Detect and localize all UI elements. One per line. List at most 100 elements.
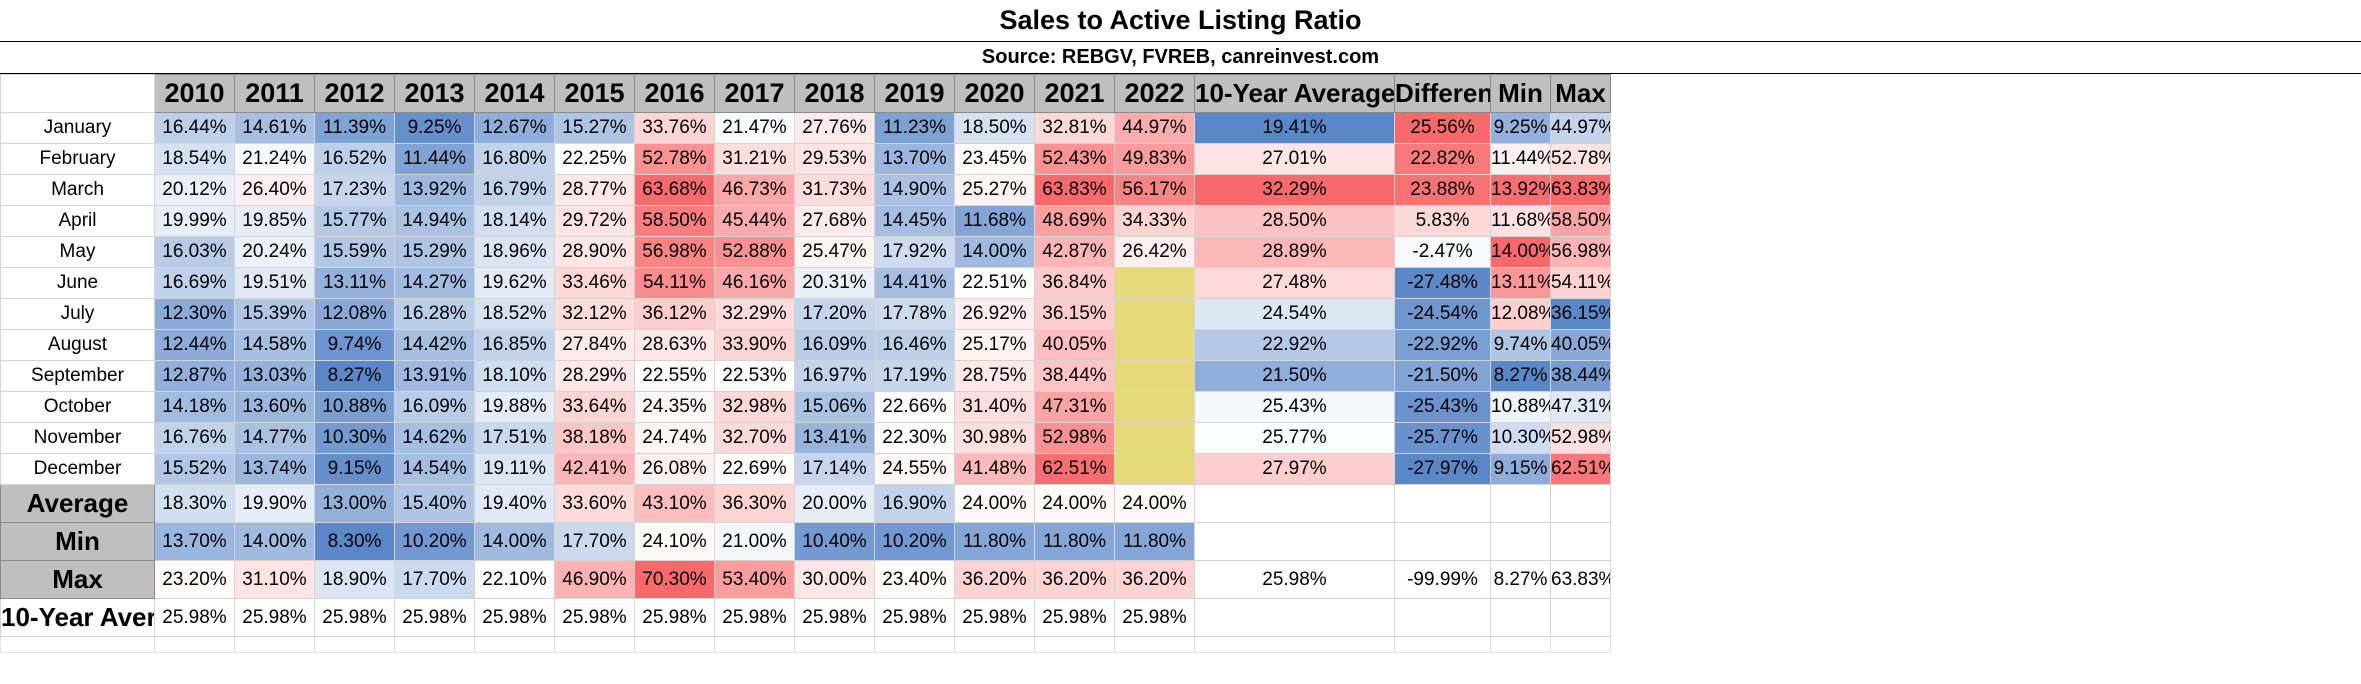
data-cell: 27.84% xyxy=(554,329,635,361)
data-cell: 14.41% xyxy=(874,267,955,299)
data-cell: 31.40% xyxy=(954,391,1035,423)
summary-cell xyxy=(1490,484,1551,523)
summary-cell: 25.98% xyxy=(1194,560,1395,599)
data-cell: 21.47% xyxy=(714,112,795,144)
data-cell: 23.45% xyxy=(954,143,1035,175)
data-cell: 9.74% xyxy=(314,329,395,361)
row-label: September xyxy=(0,360,155,392)
summary-cell: 14.00% xyxy=(474,522,555,561)
summary-cell xyxy=(1394,484,1491,523)
summary-cell: 11.80% xyxy=(1034,522,1115,561)
data-cell: 24.74% xyxy=(634,422,715,454)
data-cell: 21.24% xyxy=(234,143,315,175)
summary-cell: 31.10% xyxy=(234,560,315,599)
data-cell: 9.74% xyxy=(1490,329,1551,361)
summary-cell xyxy=(1194,598,1395,637)
table-row: April 19.99% 19.85% 15.77% 14.94% 18.14% 29.72… xyxy=(0,205,1611,237)
data-cell: 15.29% xyxy=(394,236,475,268)
summary-cell: 11.80% xyxy=(1114,522,1195,561)
data-cell: 16.69% xyxy=(154,267,235,299)
summary-cell: 20.00% xyxy=(794,484,875,523)
row-label: July xyxy=(0,298,155,330)
data-cell: 27.97% xyxy=(1194,453,1395,485)
empty-cell xyxy=(394,636,475,653)
chart-subtitle: Source: REBGV, FVREB, canreinvest.com xyxy=(0,42,2361,74)
data-cell: 14.42% xyxy=(394,329,475,361)
empty-cell xyxy=(314,636,395,653)
table-row: October 14.18% 13.60% 10.88% 16.09% 19.88% 33.… xyxy=(0,391,1611,423)
data-cell: 14.45% xyxy=(874,205,955,237)
empty-cell xyxy=(634,636,715,653)
chart-title: Sales to Active Listing Ratio xyxy=(0,0,2361,42)
column-header: Min xyxy=(1490,74,1551,113)
summary-row: Average 18.30% 19.90% 13.00% 15.40% 19.40% 33.… xyxy=(0,484,1611,523)
data-cell: 31.73% xyxy=(794,174,875,206)
summary-cell: 17.70% xyxy=(394,560,475,599)
data-cell: 32.81% xyxy=(1034,112,1115,144)
data-cell: 16.80% xyxy=(474,143,555,175)
data-cell: 9.15% xyxy=(314,453,395,485)
data-cell: 56.98% xyxy=(634,236,715,268)
summary-cell: 25.98% xyxy=(874,598,955,637)
data-cell: 16.46% xyxy=(874,329,955,361)
data-cell: 19.11% xyxy=(474,453,555,485)
data-cell: 16.97% xyxy=(794,360,875,392)
summary-cell: 25.98% xyxy=(234,598,315,637)
summary-cell: 13.00% xyxy=(314,484,395,523)
data-cell: 41.48% xyxy=(954,453,1035,485)
data-cell: 27.76% xyxy=(794,112,875,144)
data-cell: 24.54% xyxy=(1194,298,1395,330)
data-cell: -27.48% xyxy=(1394,267,1491,299)
summary-cell xyxy=(1394,522,1491,561)
data-cell: 13.92% xyxy=(1490,174,1551,206)
data-cell: 15.39% xyxy=(234,298,315,330)
summary-cell: 10.40% xyxy=(794,522,875,561)
column-header: 2022 xyxy=(1114,74,1195,113)
data-cell: 5.83% xyxy=(1394,205,1491,237)
data-cell: 18.10% xyxy=(474,360,555,392)
data-cell: 19.41% xyxy=(1194,112,1395,144)
summary-cell: 36.20% xyxy=(954,560,1035,599)
data-cell: -25.77% xyxy=(1394,422,1491,454)
data-cell: 14.94% xyxy=(394,205,475,237)
data-cell: 14.90% xyxy=(874,174,955,206)
summary-cell: 24.10% xyxy=(634,522,715,561)
summary-row-label: 10-Year Average xyxy=(0,598,155,637)
data-cell: 28.29% xyxy=(554,360,635,392)
data-cell: 11.68% xyxy=(1490,205,1551,237)
data-cell: 19.88% xyxy=(474,391,555,423)
row-label: March xyxy=(0,174,155,206)
data-cell: 33.64% xyxy=(554,391,635,423)
data-cell: 36.84% xyxy=(1034,267,1115,299)
summary-cell: 25.98% xyxy=(714,598,795,637)
data-cell: 15.06% xyxy=(794,391,875,423)
data-cell: 18.14% xyxy=(474,205,555,237)
column-header: 2014 xyxy=(474,74,555,113)
data-cell: 16.28% xyxy=(394,298,475,330)
data-cell: 22.55% xyxy=(634,360,715,392)
data-cell: 20.12% xyxy=(154,174,235,206)
data-cell: 10.30% xyxy=(314,422,395,454)
data-cell: 17.78% xyxy=(874,298,955,330)
data-cell: 13.91% xyxy=(394,360,475,392)
summary-cell: 24.00% xyxy=(954,484,1035,523)
data-cell: 56.17% xyxy=(1114,174,1195,206)
data-cell: 12.30% xyxy=(154,298,235,330)
summary-cell xyxy=(1194,484,1395,523)
row-label: December xyxy=(0,453,155,485)
data-cell: 25.77% xyxy=(1194,422,1395,454)
corner-cell xyxy=(0,74,155,113)
summary-cell: 8.30% xyxy=(314,522,395,561)
data-cell: 25.47% xyxy=(794,236,875,268)
data-cell: 13.03% xyxy=(234,360,315,392)
data-cell: 14.00% xyxy=(954,236,1035,268)
summary-cell: 25.98% xyxy=(314,598,395,637)
data-cell: 13.92% xyxy=(394,174,475,206)
summary-cell: 25.98% xyxy=(554,598,635,637)
data-cell: 10.88% xyxy=(314,391,395,423)
column-header: 10-Year Average xyxy=(1194,74,1395,113)
data-cell: 19.99% xyxy=(154,205,235,237)
data-cell: 12.87% xyxy=(154,360,235,392)
summary-cell: -99.99% xyxy=(1394,560,1491,599)
data-cell: -25.43% xyxy=(1394,391,1491,423)
